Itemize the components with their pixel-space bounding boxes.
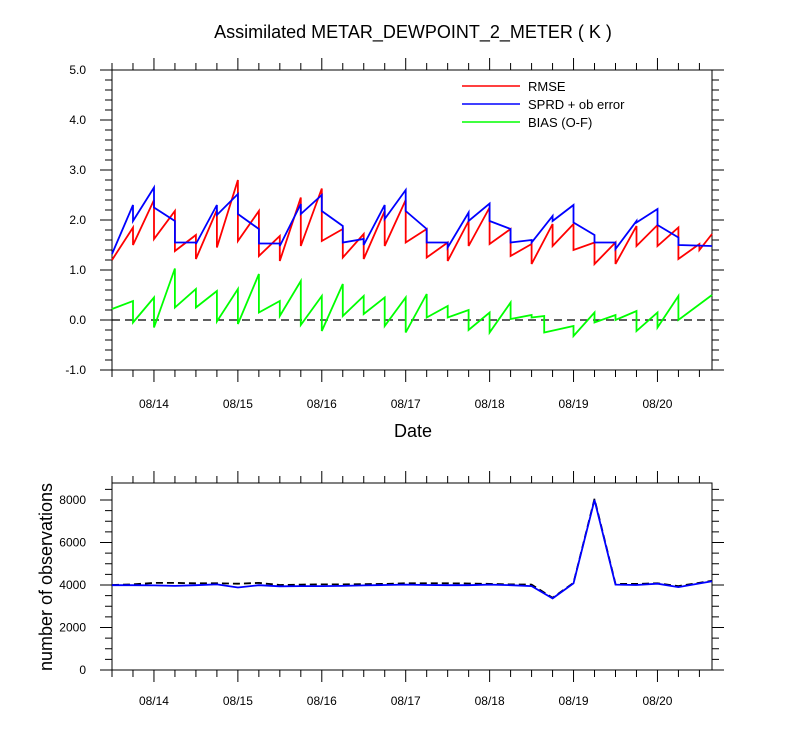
y-tick-label: 3.0: [69, 163, 86, 177]
y-tick-label: 4000: [59, 578, 86, 592]
x-tick-label: 08/15: [223, 397, 253, 411]
y-tick-label: 2.0: [69, 213, 86, 227]
y-tick-label: 8000: [59, 493, 86, 507]
series-line-2: [111, 268, 713, 339]
legend-label-0: RMSE: [528, 79, 566, 94]
y-tick-label: 5.0: [69, 63, 86, 77]
series-line-0: [111, 179, 713, 267]
x-tick-label: 08/16: [307, 397, 337, 411]
x-tick-label: 08/16: [307, 694, 337, 708]
y-tick-label: 1.0: [69, 263, 86, 277]
series-line-1: [111, 184, 713, 255]
x-tick-label: 08/20: [642, 397, 672, 411]
plot-frame: [111, 69, 713, 371]
x-tick-label: 08/17: [391, 694, 421, 708]
series-line-0: [111, 498, 713, 599]
x-tick-label: 08/19: [559, 694, 589, 708]
y-tick-label: 2000: [59, 621, 86, 635]
x-tick-label: 08/15: [223, 694, 253, 708]
y-tick-label: 0: [79, 663, 86, 677]
series-line-1: [112, 499, 713, 600]
legend-label-1: SPRD + ob error: [528, 97, 625, 112]
x-tick-label: 08/14: [139, 397, 169, 411]
y-tick-label: -1.0: [65, 363, 86, 377]
y-tick-label: 0.0: [69, 313, 86, 327]
x-tick-label: 08/20: [642, 694, 672, 708]
y-tick-label: 6000: [59, 536, 86, 550]
x-tick-label: 08/14: [139, 694, 169, 708]
chart-title: Assimilated METAR_DEWPOINT_2_METER ( K ): [214, 22, 612, 43]
x-tick-label: 08/18: [475, 694, 505, 708]
x-tick-label: 08/19: [559, 397, 589, 411]
plot-frame: [111, 482, 713, 671]
x-tick-label: 08/18: [475, 397, 505, 411]
y-tick-label: 4.0: [69, 113, 86, 127]
bottom-plot-area: 08/14 08/15 08/16 08/17 08/18 08/19 08/20 0 2000…: [59, 471, 724, 708]
x-tick-label: 08/17: [391, 397, 421, 411]
legend-label-2: BIAS (O-F): [528, 115, 592, 130]
x-axis-title: Date: [394, 421, 432, 441]
y-axis-title-observations: number of observations: [36, 483, 56, 671]
top-plot-area: 08/14 08/15 08/16 08/17 08/18 08/19 08/20 -1.0 0…: [65, 58, 724, 411]
